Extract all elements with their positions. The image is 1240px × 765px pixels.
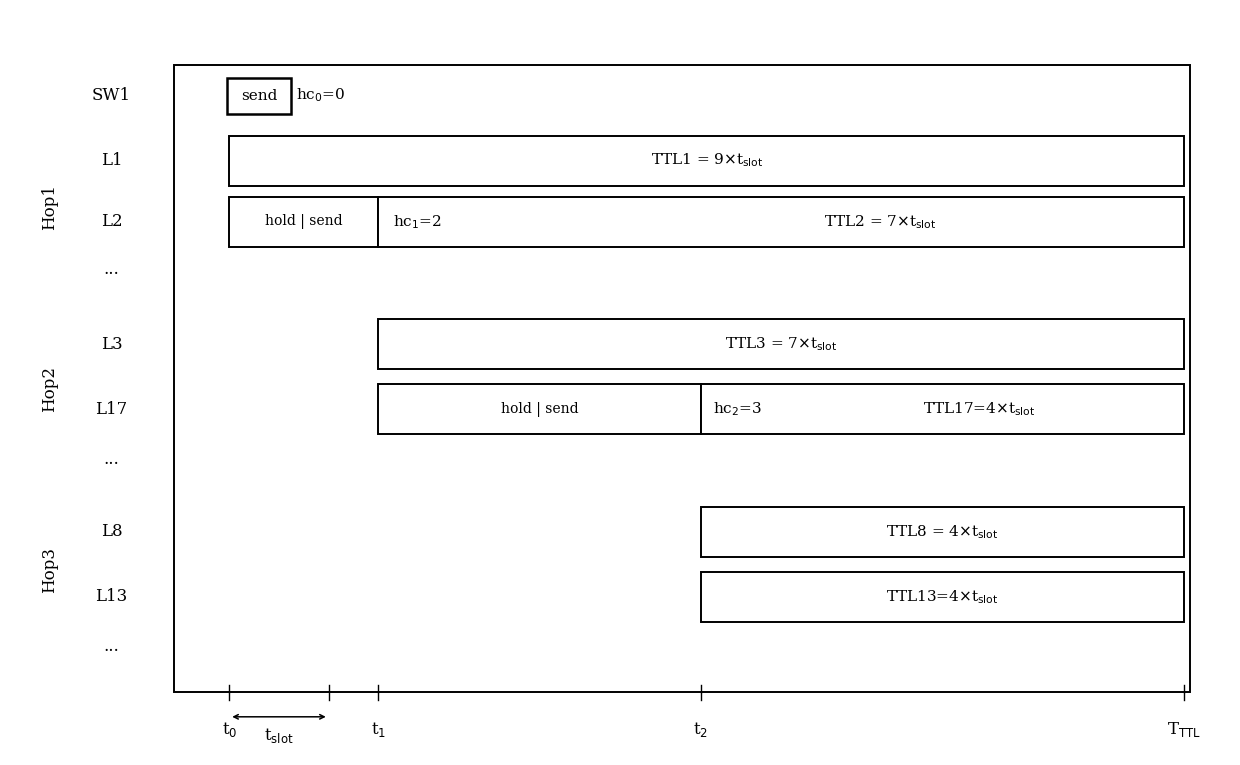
Text: L8: L8 bbox=[100, 523, 123, 540]
Text: L1: L1 bbox=[100, 152, 123, 169]
Text: L2: L2 bbox=[100, 213, 123, 230]
Bar bbox=[229, 136, 1184, 185]
Text: Hop3: Hop3 bbox=[41, 547, 58, 593]
Text: Hop1: Hop1 bbox=[41, 184, 58, 230]
Text: send: send bbox=[241, 89, 278, 103]
Text: T$_{\mathsf{TTL}}$: T$_{\mathsf{TTL}}$ bbox=[1167, 720, 1202, 738]
Text: ...: ... bbox=[104, 638, 119, 655]
Text: hc$_0$=0: hc$_0$=0 bbox=[296, 86, 346, 105]
Text: TTL2 = 7$\times$t$_{\mathsf{slot}}$: TTL2 = 7$\times$t$_{\mathsf{slot}}$ bbox=[825, 213, 936, 231]
Text: ...: ... bbox=[104, 261, 119, 278]
Text: L3: L3 bbox=[100, 336, 123, 353]
Bar bbox=[701, 384, 1184, 435]
Text: hold | send: hold | send bbox=[501, 402, 578, 417]
Text: TTL17=4$\times$t$_{\mathsf{slot}}$: TTL17=4$\times$t$_{\mathsf{slot}}$ bbox=[924, 400, 1035, 418]
Bar bbox=[174, 65, 1190, 692]
Text: TTL13=4$\times$t$_{\mathsf{slot}}$: TTL13=4$\times$t$_{\mathsf{slot}}$ bbox=[887, 588, 998, 606]
Bar bbox=[227, 78, 291, 113]
Text: L13: L13 bbox=[95, 588, 128, 605]
Text: hc$_1$=2: hc$_1$=2 bbox=[393, 213, 441, 231]
Text: t$_0$: t$_0$ bbox=[222, 720, 237, 738]
Text: TTL8 = 4$\times$t$_{\mathsf{slot}}$: TTL8 = 4$\times$t$_{\mathsf{slot}}$ bbox=[887, 522, 998, 541]
Text: t$_2$: t$_2$ bbox=[693, 720, 708, 738]
Text: Hop2: Hop2 bbox=[41, 366, 58, 412]
Text: hold | send: hold | send bbox=[265, 214, 342, 230]
Text: t$_{\mathsf{slot}}$: t$_{\mathsf{slot}}$ bbox=[264, 727, 294, 745]
Text: L17: L17 bbox=[95, 401, 128, 418]
Text: t$_1$: t$_1$ bbox=[371, 720, 386, 738]
Text: TTL3 = 7$\times$t$_{\mathsf{slot}}$: TTL3 = 7$\times$t$_{\mathsf{slot}}$ bbox=[725, 335, 837, 353]
Text: hc$_2$=3: hc$_2$=3 bbox=[713, 400, 763, 418]
Bar bbox=[378, 197, 1184, 246]
Bar bbox=[701, 507, 1184, 557]
Text: TTL1 = 9$\times$t$_{\mathsf{slot}}$: TTL1 = 9$\times$t$_{\mathsf{slot}}$ bbox=[651, 151, 763, 170]
Bar bbox=[378, 384, 701, 435]
Bar bbox=[701, 572, 1184, 621]
Bar bbox=[378, 320, 1184, 369]
Text: SW1: SW1 bbox=[92, 87, 131, 104]
Text: ...: ... bbox=[104, 451, 119, 467]
Bar bbox=[229, 197, 378, 246]
